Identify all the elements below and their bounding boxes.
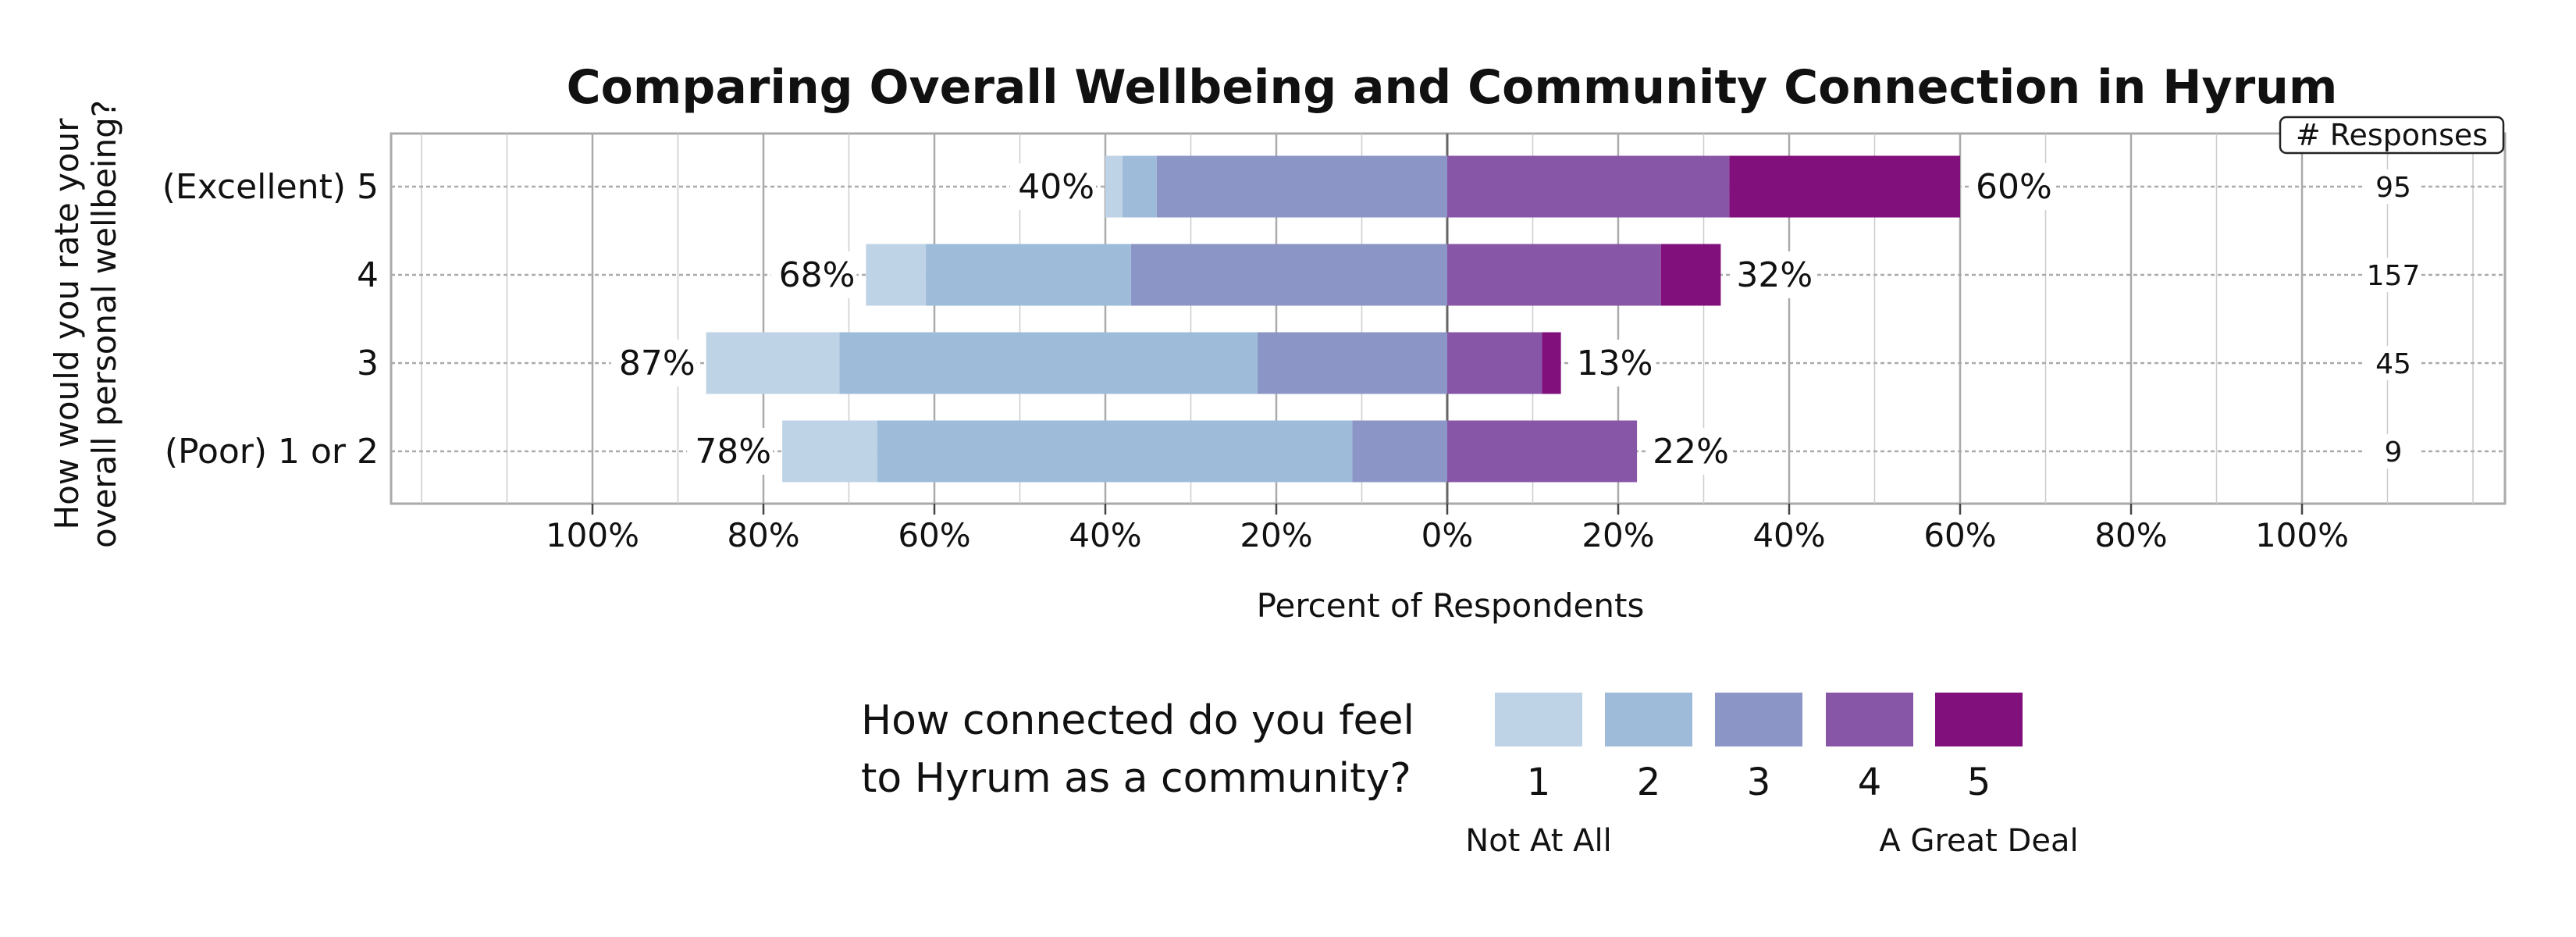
y-axis-title-line-1: How would you rate your (48, 118, 86, 530)
bar-segment-1 (1105, 155, 1123, 218)
category-label: 4 (357, 255, 379, 295)
x-tick-label: 20% (1582, 516, 1654, 554)
label-background (1730, 251, 1816, 298)
legend-swatch-4 (1826, 693, 1913, 746)
label-background (610, 340, 697, 387)
legend-label: 4 (1858, 761, 1882, 804)
right-percent-label: 60% (1976, 167, 2052, 207)
responses-header: # Responses (2296, 118, 2488, 152)
response-count: 9 (2385, 436, 2403, 468)
label-background (2365, 434, 2420, 468)
left-percent-label: 78% (695, 432, 771, 472)
legend-label: 2 (1637, 761, 1661, 804)
bar-segment-2 (839, 332, 1258, 394)
label-background (2365, 346, 2420, 380)
bar-segment-2 (877, 420, 1353, 483)
chart-title: Comparing Overall Wellbeing and Communit… (567, 60, 2338, 115)
bar-segment-4 (1447, 155, 1730, 218)
label-background (687, 428, 774, 475)
response-count: 157 (2367, 260, 2421, 292)
right-percent-label: 22% (1653, 432, 1729, 472)
legend-title-line-2: to Hyrum as a community? (861, 755, 1411, 802)
plot-area: 100% 80% 60% 40% 20% 0% 20% 40% 60% 80% 100% 40% 60%… (162, 116, 2507, 554)
legend-swatch-5 (1935, 693, 2023, 746)
legend-low-label: Not At All (1465, 823, 1611, 859)
legend-title-line-1: How connected do you feel (861, 697, 1414, 744)
legend-swatch-2 (1605, 693, 1692, 746)
bar-segment-4 (1447, 420, 1638, 483)
bar-segment-4 (1447, 332, 1542, 394)
right-percent-label: 32% (1736, 255, 1813, 295)
bar-segment-2 (926, 244, 1131, 306)
response-count: 45 (2375, 348, 2411, 380)
label-background (2365, 169, 2420, 204)
x-tick-label: 100% (546, 516, 639, 554)
bar-segment-1 (866, 244, 927, 306)
left-percent-label: 87% (619, 344, 696, 383)
bar-segment-4 (1447, 244, 1661, 306)
left-percent-label: 40% (1018, 167, 1094, 207)
y-axis-title-line-2: overall personal wellbeing? (85, 100, 123, 548)
x-tick-label: 20% (1240, 516, 1312, 554)
y-axis-title: How would you rate your overall personal… (48, 100, 123, 548)
category-label: (Excellent) 5 (162, 167, 379, 207)
right-percent-label: 13% (1577, 344, 1653, 383)
bar-segment-3 (1352, 420, 1447, 483)
left-percent-label: 68% (779, 255, 856, 295)
x-tick-label: 100% (2255, 516, 2349, 554)
bar-segment-5 (1660, 244, 1721, 306)
label-background (2365, 258, 2420, 292)
legend-high-label: A Great Deal (1879, 823, 2078, 859)
bar-segment-3 (1156, 155, 1447, 218)
label-background (1010, 163, 1096, 210)
x-tick-label: 60% (898, 516, 970, 554)
x-axis-title: Percent of Respondents (1257, 586, 1645, 625)
legend: How connected do you feel to Hyrum as a … (861, 693, 2079, 859)
legend-label: 3 (1747, 761, 1771, 804)
label-background (1646, 428, 1733, 475)
bar-segment-1 (706, 332, 840, 394)
category-label: (Poor) 1 or 2 (165, 432, 379, 472)
legend-swatch-1 (1495, 693, 1582, 746)
legend-label: 5 (1967, 761, 1991, 804)
legend-swatch-3 (1715, 693, 1802, 746)
x-tick-label: 40% (1069, 516, 1141, 554)
bar-segment-5 (1729, 155, 1960, 218)
x-tick-label: 80% (2094, 516, 2167, 554)
x-tick-label: 0% (1421, 516, 1474, 554)
category-label: 3 (357, 344, 379, 383)
bar-segment-3 (1257, 332, 1447, 394)
response-count: 95 (2375, 172, 2411, 204)
label-background (770, 251, 857, 298)
x-tick-label: 80% (727, 516, 799, 554)
bar-segment-1 (782, 420, 877, 483)
x-tick-label: 40% (1752, 516, 1825, 554)
label-background (1969, 163, 2055, 210)
bar-segment-2 (1122, 155, 1157, 218)
x-tick-label: 60% (1923, 516, 1996, 554)
legend-label: 1 (1527, 761, 1551, 804)
label-background (1570, 340, 1656, 387)
responses-header-box (2279, 116, 2505, 155)
bar-segment-3 (1130, 244, 1447, 306)
bar-segment-5 (1542, 332, 1561, 394)
